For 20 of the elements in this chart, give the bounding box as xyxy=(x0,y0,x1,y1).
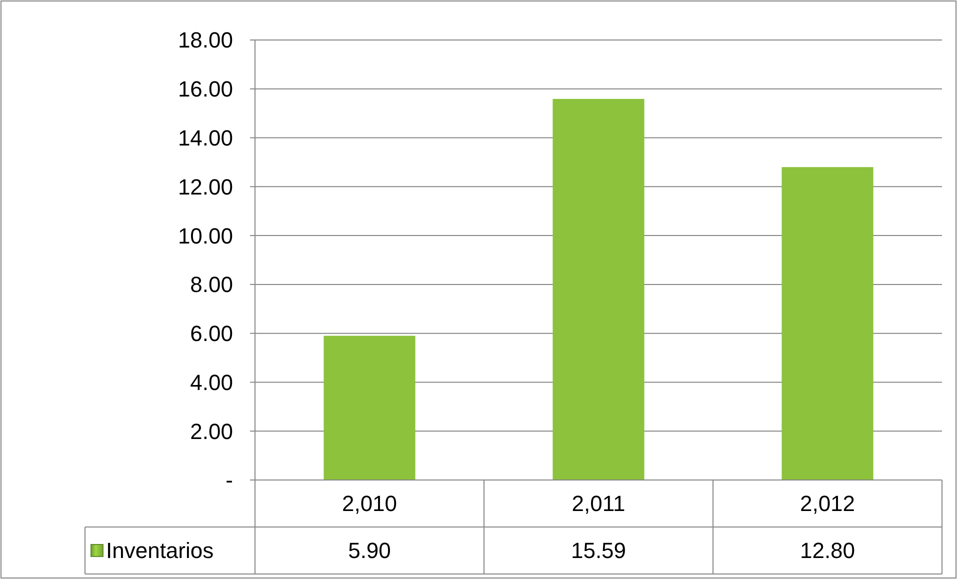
legend-label: Inventarios xyxy=(106,538,214,564)
y-tick-label: 18.00 xyxy=(178,28,233,53)
y-tick-label: 10.00 xyxy=(178,223,233,248)
y-tick-label: 16.00 xyxy=(178,76,233,102)
y-tick-label: 8.00 xyxy=(190,272,233,298)
y-tick-label: 2.00 xyxy=(190,418,233,444)
y-tick-label: 12.00 xyxy=(178,174,233,200)
y-tick-label: 4.00 xyxy=(190,370,233,395)
x-tick-label: 2,012 xyxy=(800,491,856,516)
x-tick-label: 2,010 xyxy=(342,491,398,516)
bar xyxy=(552,98,644,480)
y-tick-label: - xyxy=(226,468,233,493)
bar xyxy=(782,167,874,480)
x-tick-label: 2,011 xyxy=(572,491,626,516)
data-label: 12.80 xyxy=(800,538,856,564)
data-label: 5.90 xyxy=(348,538,391,564)
y-tick-label: 6.00 xyxy=(190,321,233,346)
bar xyxy=(324,336,416,480)
y-tick-label: 14.00 xyxy=(178,125,233,150)
data-label: 15.59 xyxy=(570,538,626,564)
